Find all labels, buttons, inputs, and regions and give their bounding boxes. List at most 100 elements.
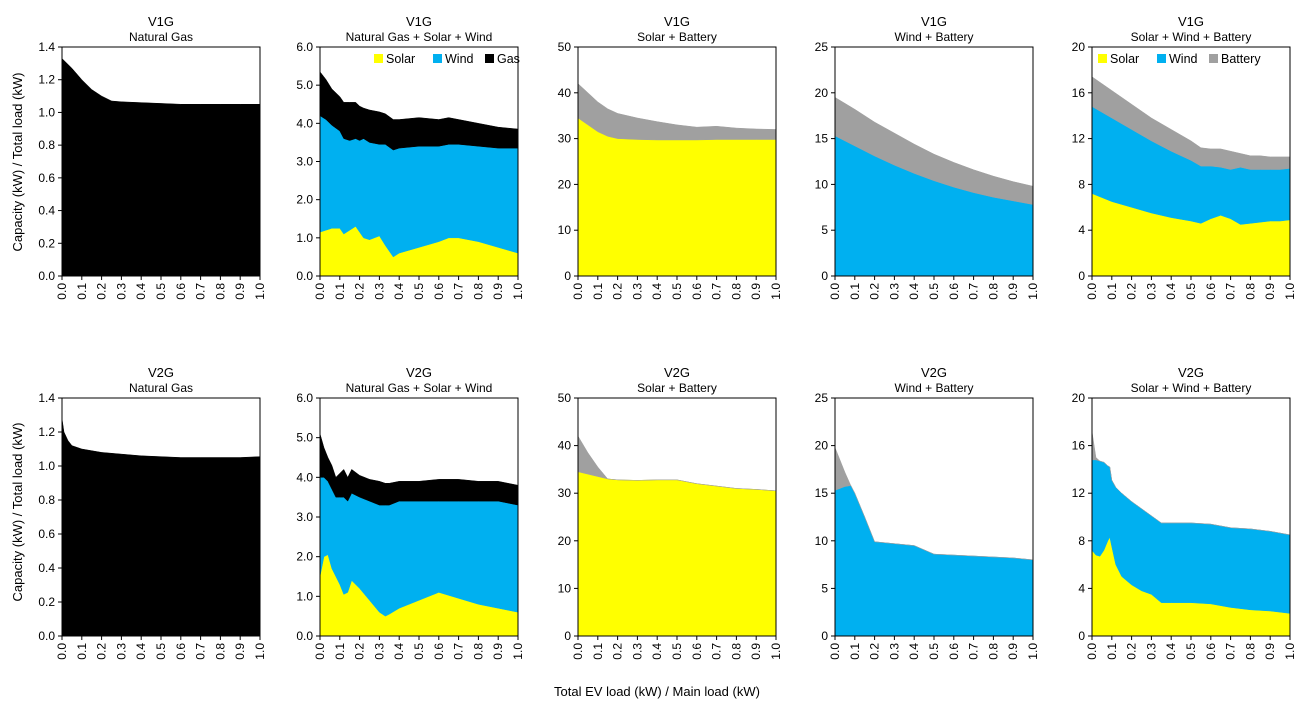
x-tick-label: 0.2 [95,283,109,300]
legend: Solar Wind Battery [1098,52,1261,66]
y-tick-label: 2.0 [296,550,313,564]
area-battery [834,447,1034,561]
x-tick-label: 0.3 [630,283,644,300]
y-tick-label: 30 [558,486,572,500]
x-tick-label: 0.9 [491,283,505,300]
legend-label-wind: Wind [1169,52,1198,66]
x-tick-label: 0.1 [75,643,89,660]
y-tick-label: 20 [815,86,829,100]
panel-title: V2G [406,365,432,380]
x-tick-label: 0.3 [887,283,901,300]
x-tick-label: 0.0 [571,283,585,300]
y-tick-label: 6.0 [296,40,313,54]
y-tick-label: 20 [815,439,829,453]
area-battery [577,435,777,492]
x-tick-label: 0.9 [749,643,763,660]
x-tick-label: 0.2 [868,643,882,660]
x-tick-label: 0.6 [1204,643,1218,660]
y-tick-label: 20 [1072,40,1086,54]
y-tick-label: 5 [821,581,828,595]
x-tick-label: 0.1 [333,643,347,660]
y-tick-label: 6.0 [296,391,313,405]
y-tick-label: 0.0 [38,269,55,283]
x-tick-label: 0.2 [868,283,882,300]
x-tick-label: 0.4 [907,643,921,660]
x-tick-label: 0.0 [571,643,585,660]
area-gas [319,71,519,151]
x-tick-label: 0.2 [1125,643,1139,660]
panel-subtitle: Natural Gas + Solar + Wind [346,30,493,44]
x-tick-label: 0.3 [630,643,644,660]
x-tick-label: 0.1 [848,643,862,660]
y-tick-label: 50 [558,391,572,405]
y-tick-label: 0.2 [38,595,55,609]
x-tick-label: 1.0 [511,283,525,300]
x-tick-label: 0.3 [114,643,128,660]
y-tick-label: 0.0 [296,269,313,283]
x-tick-label: 0.8 [986,283,1000,300]
x-tick-label: 0.5 [154,643,168,660]
y-tick-label: 5.0 [296,78,313,92]
x-tick-label: 0.9 [491,643,505,660]
y-tick-label: 10 [815,534,829,548]
x-tick-label: 1.0 [1026,283,1040,300]
x-tick-label: 0.5 [412,283,426,300]
x-tick-label: 0.1 [848,283,862,300]
y-tick-label: 1.2 [38,425,55,439]
y-tick-label: 2.0 [296,193,313,207]
x-tick-label: 0.9 [1263,643,1277,660]
x-tick-label: 0.9 [233,643,247,660]
y-tick-label: 1.0 [296,231,313,245]
x-tick-label: 0.6 [174,643,188,660]
x-tick-label: 0.3 [887,643,901,660]
x-tick-label: 1.0 [1283,283,1297,300]
x-tick-label: 0.0 [55,283,69,300]
x-tick-label: 0.0 [828,643,842,660]
x-tick-label: 0.8 [1243,283,1257,300]
x-tick-label: 0.0 [1085,283,1099,300]
x-tick-label: 0.7 [967,283,981,300]
y-tick-label: 1.0 [38,105,55,119]
y-tick-label: 3.0 [296,510,313,524]
x-tick-label: 0.9 [1006,283,1020,300]
y-tick-label: 1.0 [38,459,55,473]
x-tick-label: 0.8 [986,643,1000,660]
y-tick-label: 0.6 [38,171,55,185]
panel-title: V1G [1178,14,1204,29]
area-gas [61,418,261,637]
x-tick-label: 0.5 [927,643,941,660]
x-tick-label: 0.5 [1184,283,1198,300]
area-battery [1091,431,1291,536]
y-tick-label: 50 [558,40,572,54]
x-tick-label: 0.4 [134,643,148,660]
legend-swatch-solar [1098,54,1107,63]
x-tick-label: 1.0 [769,283,783,300]
x-tick-label: 0.2 [1125,283,1139,300]
x-tick-label: 0.1 [1105,283,1119,300]
x-tick-label: 0.9 [749,283,763,300]
panel-title: V2G [664,365,690,380]
x-tick-label: 0.1 [1105,643,1119,660]
panel-title: V2G [148,365,174,380]
y-tick-label: 16 [1072,439,1086,453]
x-tick-label: 0.0 [828,283,842,300]
x-tick-label: 0.2 [611,283,625,300]
y-tick-label: 5.0 [296,431,313,445]
y-tick-label: 20 [558,177,572,191]
area-gas [319,433,519,506]
y-tick-label: 4.0 [296,116,313,130]
area-solar [577,471,777,637]
y-tick-label: 25 [815,391,829,405]
x-tick-label: 0.1 [591,643,605,660]
panel-subtitle: Wind + Battery [894,381,973,395]
x-tick-label: 0.3 [1144,283,1158,300]
y-tick-label: 30 [558,132,572,146]
x-tick-label: 0.4 [1164,643,1178,660]
x-tick-label: 0.5 [1184,643,1198,660]
